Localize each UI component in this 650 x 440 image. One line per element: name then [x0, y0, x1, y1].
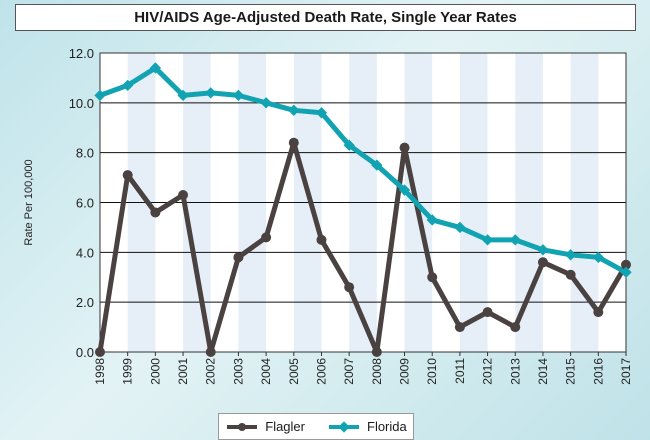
point-flagler — [371, 347, 382, 357]
point-flagler — [510, 322, 521, 333]
x-tick-label: 2009 — [398, 358, 412, 385]
y-tick-label: 10.0 — [69, 96, 94, 111]
y-tick-label: 2.0 — [76, 295, 94, 310]
x-tick-label: 2007 — [342, 358, 356, 385]
x-tick-label: 2015 — [564, 358, 578, 385]
x-tick-label: 2002 — [204, 358, 218, 385]
legend-label-florida: Florida — [367, 419, 407, 434]
point-flagler — [95, 347, 105, 357]
point-flagler — [399, 142, 410, 153]
x-tick-label: 2000 — [148, 358, 162, 385]
point-flagler — [233, 252, 244, 263]
x-axis-ticks: 1998 1999 2000 2001 2002 2003 2004 2005 2006 2007… — [93, 352, 633, 385]
x-tick-label: 2010 — [425, 358, 439, 385]
point-flagler — [178, 190, 189, 201]
x-tick-label: 2004 — [259, 358, 273, 385]
point-flagler — [261, 232, 272, 243]
series-points — [94, 62, 632, 357]
x-tick-label: 1999 — [121, 358, 135, 385]
point-florida — [620, 266, 632, 278]
point-flagler — [537, 257, 548, 268]
y-axis-ticks: 0.0 2.0 4.0 6.0 8.0 10.0 12.0 — [69, 46, 94, 360]
x-tick-label: 2012 — [481, 358, 495, 385]
point-florida — [564, 249, 577, 261]
point-florida — [537, 244, 549, 256]
x-tick-label: 2005 — [287, 358, 301, 385]
x-tick-label: 2013 — [508, 358, 522, 385]
legend-item-florida: Florida — [327, 419, 407, 434]
x-tick-label: 1998 — [93, 358, 107, 385]
plot-frame — [99, 52, 627, 353]
point-flagler — [316, 234, 327, 245]
x-tick-label: 2011 — [453, 358, 467, 384]
point-flagler — [288, 137, 299, 148]
legend-label-flagler: Flagler — [265, 419, 305, 434]
chart-title: HIV/AIDS Age-Adjusted Death Rate, Single… — [15, 4, 636, 31]
x-tick-label: 2001 — [176, 358, 190, 385]
point-flagler — [205, 347, 216, 357]
point-florida — [426, 214, 438, 226]
x-tick-label: 2014 — [536, 358, 550, 385]
legend-item-flagler: Flagler — [225, 419, 305, 434]
series-line-flagler — [97, 140, 629, 355]
point-flagler — [593, 307, 604, 318]
x-tick-label: 2003 — [231, 358, 245, 385]
point-flagler — [482, 307, 493, 318]
point-flagler — [621, 259, 631, 270]
point-florida — [371, 159, 383, 171]
point-florida — [398, 184, 411, 196]
point-flagler — [427, 272, 438, 283]
point-florida — [343, 139, 355, 151]
y-tick-label: 0.0 — [76, 345, 94, 360]
point-flagler — [150, 207, 161, 218]
point-florida — [454, 221, 466, 234]
legend-swatch-florida — [329, 420, 359, 433]
y-tick-label: 4.0 — [76, 245, 94, 260]
legend: Flagler Florida — [218, 413, 414, 440]
x-tick-label: 2016 — [591, 358, 605, 385]
x-tick-label: 2006 — [314, 358, 328, 385]
x-tick-label: 2008 — [370, 358, 384, 385]
y-axis-label: Rate Per 100,000 — [23, 159, 35, 245]
x-tick-label: 2017 — [619, 358, 633, 385]
y-tick-label: 12.0 — [69, 46, 94, 61]
point-flagler — [122, 170, 133, 181]
point-flagler — [454, 322, 465, 333]
y-tick-label: 6.0 — [76, 196, 94, 211]
point-flagler — [344, 282, 355, 293]
y-tick-label: 8.0 — [76, 146, 94, 161]
legend-swatch-flagler — [227, 422, 258, 431]
point-flagler — [565, 269, 576, 280]
point-florida — [481, 234, 494, 246]
